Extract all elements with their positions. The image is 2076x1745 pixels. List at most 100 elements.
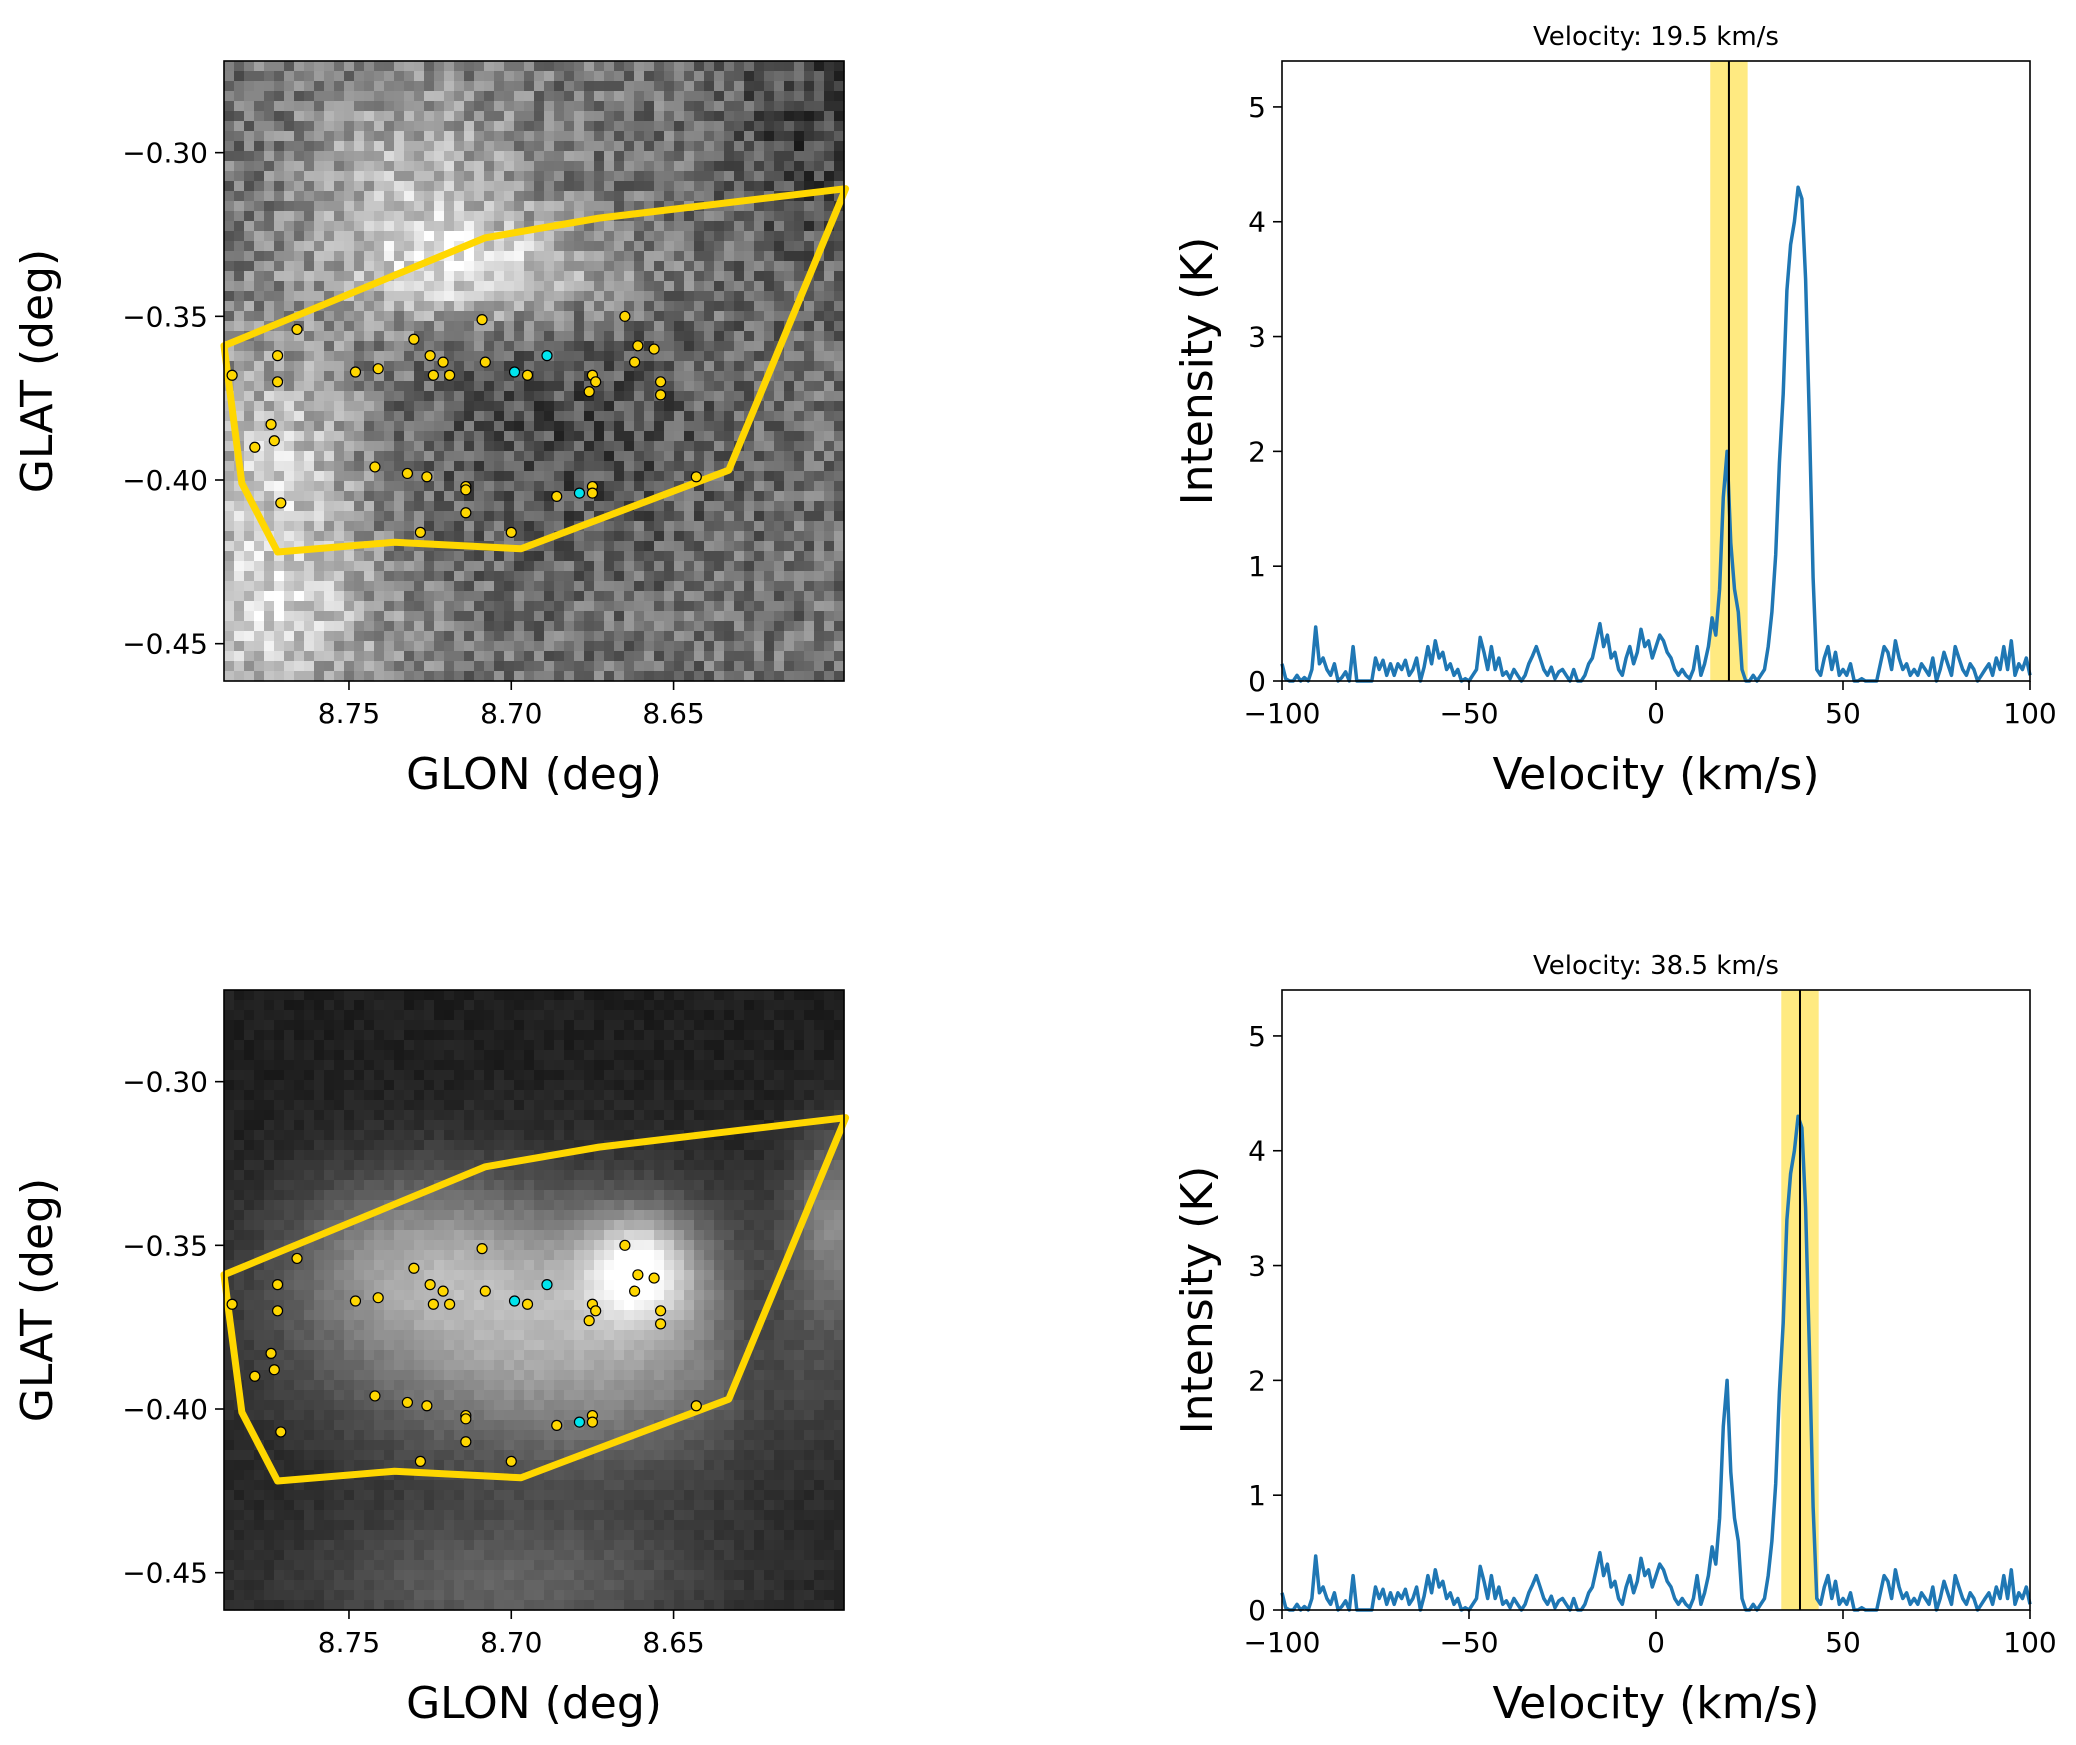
source-marker-yellow [369, 1390, 381, 1402]
x-axis-label: Velocity (km/s) [1492, 749, 1819, 800]
source-marker-yellow [521, 369, 534, 381]
source-marker-yellow [437, 1285, 449, 1297]
source-marker-yellow [586, 487, 599, 499]
source-marker-cyan [573, 487, 586, 499]
spectrum-panel-2: Velocity: 38.5 km/s −100 −50 0 50 100 0 1 2 3 4 5 Ve… [1172, 951, 2057, 1729]
x-axis-label: GLON (deg) [406, 1678, 662, 1729]
source-marker-yellow [427, 369, 439, 381]
source-marker-cyan [541, 1279, 553, 1291]
source-marker-yellow [648, 343, 660, 355]
source-marker-yellow [271, 350, 284, 362]
x-tick-label: −50 [1439, 697, 1498, 730]
source-marker-yellow [690, 471, 702, 483]
y-axis-label: Intensity (K) [1172, 1166, 1223, 1435]
source-marker-yellow [408, 1262, 420, 1274]
source-marker-yellow [401, 467, 414, 480]
source-marker-yellow [460, 1413, 472, 1425]
source-marker-yellow [521, 1298, 534, 1310]
grayscale-intensity-map [224, 61, 845, 682]
x-tick-label: 8.65 [642, 697, 704, 730]
y-tick-label: 1 [1248, 1479, 1266, 1512]
source-marker-yellow [401, 1396, 414, 1409]
x-tick-label: −100 [1244, 697, 1321, 730]
source-marker-yellow [249, 441, 261, 453]
source-marker-yellow [590, 376, 602, 388]
source-marker-yellow [275, 1426, 287, 1438]
source-marker-yellow [476, 1243, 488, 1255]
source-marker-yellow [632, 340, 644, 352]
spectrum-panel-1: Velocity: 19.5 km/s −100 −50 0 50 100 0 1 2 3 4 5 Ve… [1172, 22, 2057, 800]
map-panel-1: 8.75 8.70 8.65 −0.30 −0.35 −0.40 −0.45 GLON (de… [12, 60, 850, 800]
y-tick-label: 1 [1248, 550, 1266, 583]
y-tick-label: −0.30 [122, 137, 208, 170]
source-marker-yellow [444, 369, 456, 381]
x-tick-label: 0 [1647, 1626, 1665, 1659]
source-marker-cyan [541, 350, 553, 362]
y-tick-label: −0.35 [122, 300, 208, 333]
y-tick-label: 5 [1248, 91, 1266, 124]
source-marker-yellow [648, 1272, 660, 1284]
source-marker-yellow [479, 1285, 491, 1297]
y-tick-label: 0 [1248, 1594, 1266, 1627]
map-panel-2: 8.75 8.70 8.65 −0.30 −0.35 −0.40 −0.45 GLON (de… [12, 989, 850, 1729]
chart-title: Velocity: 19.5 km/s [1533, 22, 1779, 52]
source-marker-yellow [349, 366, 362, 378]
axes-frame [1281, 989, 2031, 1611]
source-marker-cyan [508, 366, 521, 378]
grayscale-intensity-map [224, 990, 845, 1611]
y-tick-label: −0.45 [122, 1557, 208, 1590]
source-marker-cyan [508, 1295, 521, 1307]
chart-title: Velocity: 38.5 km/s [1533, 951, 1779, 981]
source-marker-yellow [654, 1305, 667, 1317]
source-marker-yellow [424, 1279, 436, 1291]
source-marker-yellow [369, 461, 381, 473]
x-tick-label: 8.70 [480, 1626, 542, 1659]
source-marker-yellow [249, 1370, 261, 1382]
y-axis-label: Intensity (K) [1172, 237, 1223, 506]
y-tick-label: −0.35 [122, 1229, 208, 1262]
source-marker-yellow [505, 1455, 517, 1467]
source-marker-yellow [424, 350, 436, 362]
x-tick-label: 50 [1825, 1626, 1861, 1659]
x-tick-label: 8.70 [480, 697, 542, 730]
y-tick-label: 3 [1248, 1250, 1266, 1283]
y-tick-label: 5 [1248, 1020, 1266, 1053]
source-marker-yellow [619, 310, 631, 322]
source-marker-yellow [690, 1400, 702, 1412]
source-marker-yellow [421, 471, 433, 483]
source-marker-yellow [421, 1400, 433, 1412]
source-marker-yellow [479, 356, 491, 368]
spectrum-line [1280, 185, 2032, 683]
source-marker-yellow [619, 1239, 631, 1251]
spectrum-line [1280, 1114, 2032, 1612]
x-tick-label: 50 [1825, 697, 1861, 730]
source-marker-yellow [268, 435, 280, 447]
x-tick-label: 0 [1647, 697, 1665, 730]
source-marker-yellow [437, 356, 449, 368]
axes-frame [1281, 60, 2031, 682]
x-tick-label: 8.75 [318, 697, 380, 730]
y-tick-label: 3 [1248, 321, 1266, 354]
source-marker-yellow [291, 1252, 303, 1265]
source-marker-yellow [654, 1318, 667, 1330]
y-tick-label: 2 [1248, 1364, 1266, 1397]
source-marker-yellow [551, 1419, 563, 1431]
source-marker-yellow [583, 1315, 595, 1327]
y-tick-label: 4 [1248, 1135, 1266, 1168]
source-marker-yellow [408, 333, 420, 345]
source-marker-yellow [271, 1279, 284, 1291]
y-axis-label: GLAT (deg) [12, 249, 63, 493]
source-marker-yellow [372, 1292, 384, 1304]
source-marker-yellow [414, 1455, 426, 1467]
source-marker-yellow [590, 1305, 602, 1317]
source-marker-yellow [583, 386, 595, 398]
source-marker-yellow [265, 1347, 277, 1359]
y-tick-label: −0.40 [122, 1393, 208, 1426]
source-marker-yellow [271, 376, 284, 388]
source-marker-yellow [414, 526, 426, 538]
source-marker-yellow [654, 389, 667, 401]
y-tick-label: 4 [1248, 206, 1266, 239]
source-marker-yellow [427, 1298, 439, 1310]
y-tick-label: −0.30 [122, 1066, 208, 1099]
